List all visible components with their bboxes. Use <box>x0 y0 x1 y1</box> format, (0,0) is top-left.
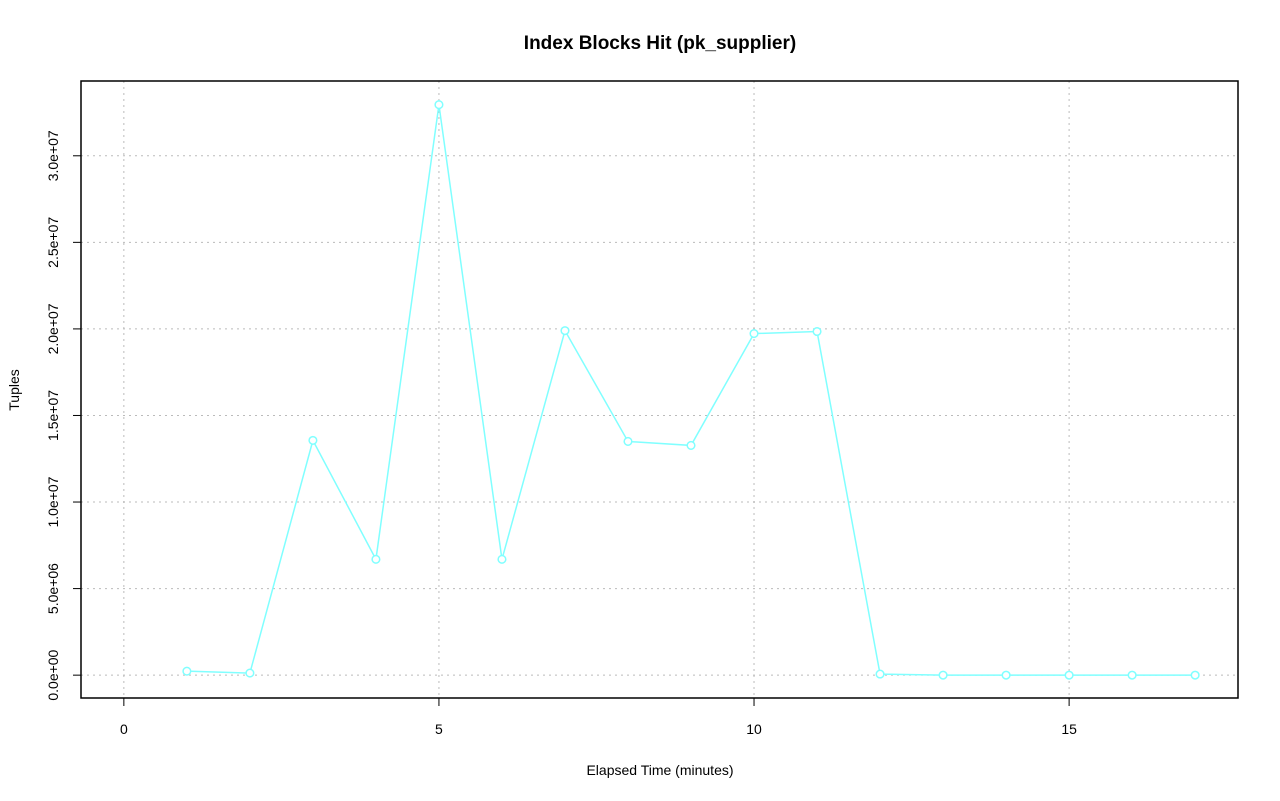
x-tick-label: 0 <box>120 721 128 737</box>
data-point <box>560 326 570 336</box>
data-point <box>245 668 255 678</box>
x-tick-label: 10 <box>746 721 762 737</box>
data-point <box>1064 670 1074 680</box>
data-point <box>182 666 192 676</box>
y-tick-label: 2.0e+07 <box>45 303 61 354</box>
chart-title: Index Blocks Hit (pk_supplier) <box>524 33 796 54</box>
x-tick-label: 15 <box>1061 721 1077 737</box>
y-tick-label: 3.0e+07 <box>45 130 61 181</box>
x-tick-label: 5 <box>435 721 443 737</box>
y-tick-label: 1.0e+07 <box>45 476 61 527</box>
data-point <box>1190 670 1200 680</box>
data-point <box>308 435 318 445</box>
plot-frame <box>80 80 1239 699</box>
data-point <box>1001 670 1011 680</box>
data-point <box>434 100 444 110</box>
y-tick-label: 2.5e+07 <box>45 217 61 268</box>
data-point <box>938 670 948 680</box>
data-point <box>371 554 381 564</box>
data-point <box>497 554 507 564</box>
data-point <box>749 329 759 339</box>
data-point <box>686 440 696 450</box>
data-point <box>623 436 633 446</box>
y-tick-label: 5.0e+06 <box>45 563 61 614</box>
data-point <box>1127 670 1137 680</box>
y-tick-label: 1.5e+07 <box>45 390 61 441</box>
x-axis-label: Elapsed Time (minutes) <box>586 762 733 778</box>
y-tick-label: 0.0e+00 <box>45 649 61 700</box>
y-axis-label: Tuples <box>6 369 22 411</box>
data-point <box>875 669 885 679</box>
data-point <box>812 326 822 337</box>
